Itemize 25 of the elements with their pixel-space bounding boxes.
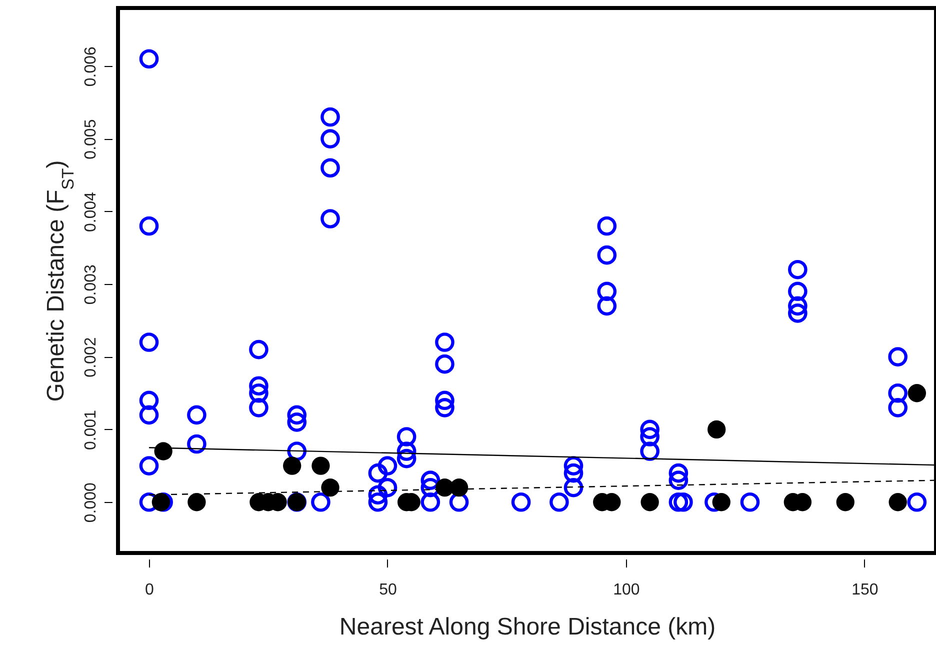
y-tick-label: 0.001 [82,410,100,450]
y-tick-label: 0.004 [82,192,100,232]
y-tick-label: 0.000 [82,482,100,523]
point [154,442,172,460]
point [312,456,330,475]
y-tick-label: 0.005 [82,119,100,160]
y-tick-label: 0.006 [82,46,100,87]
point [640,493,659,512]
x-tick-label: 100 [613,582,640,598]
point [283,456,302,475]
x-tick-label: 0 [145,582,154,598]
point [708,420,726,439]
point [450,478,468,497]
point [908,384,926,402]
x-tick-label: 50 [379,582,397,598]
x-tick-label: 150 [852,582,878,598]
point [712,493,730,512]
y-tick-label: 0.002 [82,337,100,378]
point [152,493,170,512]
x-axis-title: Nearest Along Shore Distance (km) [339,614,716,640]
point [321,478,340,497]
point [836,493,854,512]
point [188,493,206,512]
point [888,493,907,512]
y-tick-label: 0.003 [82,264,100,305]
